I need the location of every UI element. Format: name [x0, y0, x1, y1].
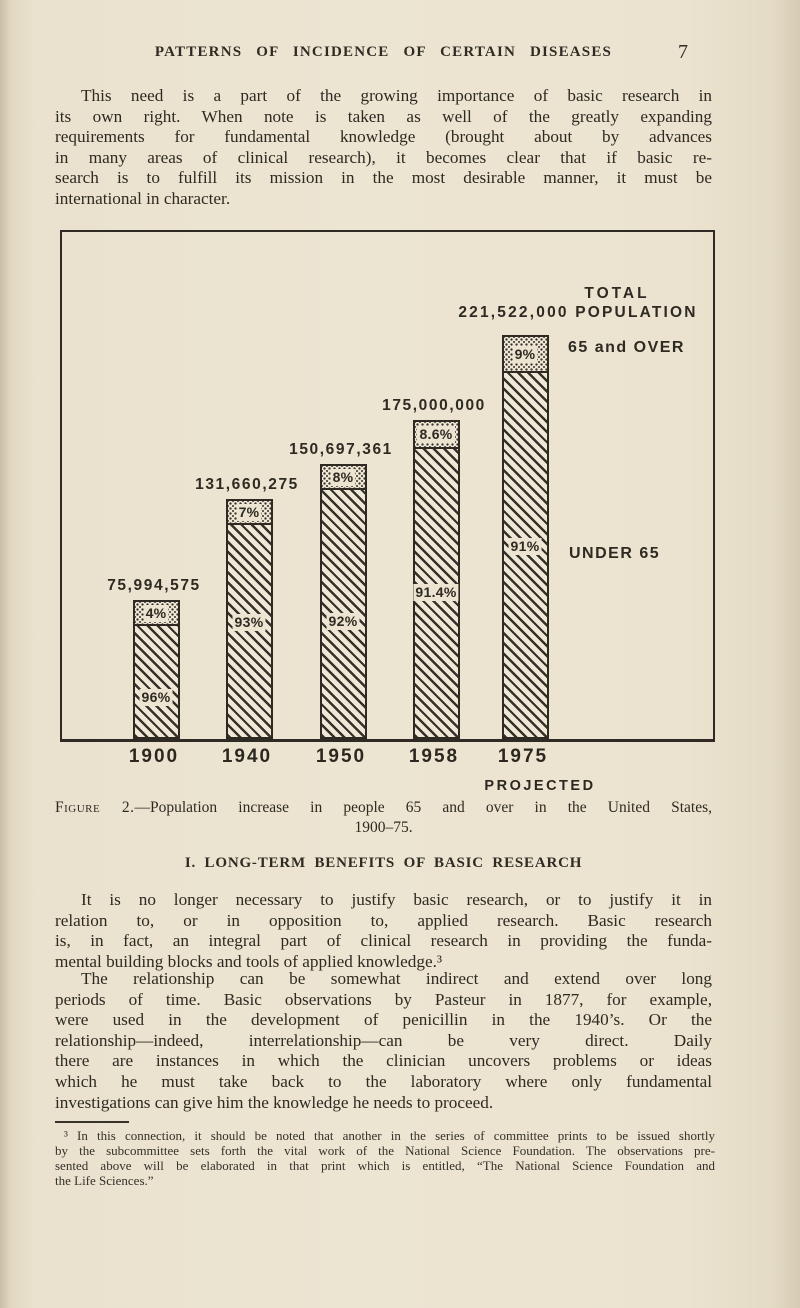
x-axis-label-1950: 1950: [315, 746, 367, 767]
bar-1940: 7% 93%: [225, 499, 273, 739]
figure-caption-text: —Population increase in people 65 and ov…: [134, 799, 713, 816]
bar-1950: 8% 92%: [319, 464, 367, 739]
running-head: PATTERNS OF INCIDENCE OF CERTAIN DISEASE…: [55, 41, 712, 64]
projected-label: PROJECTED: [484, 778, 596, 794]
pct-label-65-over: 4%: [143, 604, 169, 622]
legend-under-65: UNDER 65: [569, 545, 661, 562]
text-line: is, in fact, an integral part of clinica…: [55, 931, 712, 951]
figure-caption-line1: Figure 2.—Population increase in people …: [55, 799, 712, 817]
basic-research-paragraph-1: It is no longer necessary to justify bas…: [55, 890, 712, 972]
bar-segment-65-over: 4%: [134, 602, 178, 626]
page-title: PATTERNS OF INCIDENCE OF CERTAIN DISEASE…: [154, 44, 613, 60]
pct-label-under-65: 93%: [232, 614, 266, 631]
bar-segment-under-65: 93%: [227, 525, 271, 737]
basic-research-paragraph-2: The relationship can be somewhat indirec…: [55, 969, 712, 1113]
bar-segment-65-over: 8.6%: [414, 422, 458, 449]
bar-segment-under-65: 91.4%: [413, 449, 459, 737]
chart-total-label-line2: 221,522,000 POPULATION: [458, 304, 698, 321]
figure-caption-line2: 1900–75.: [354, 819, 413, 836]
text-line: investigations can give him the knowledg…: [55, 1092, 494, 1112]
bar-total-label-1900: 75,994,575: [107, 577, 201, 594]
text-line: were used in the development of penicill…: [55, 1010, 712, 1030]
text-line: there are instances in which the clinici…: [55, 1051, 712, 1071]
text-line: relation to, or in opposition to, applie…: [55, 910, 712, 930]
text-line: It is no longer necessary to justify bas…: [81, 890, 712, 909]
text-line: This need is a part of the growing impor…: [81, 86, 712, 105]
bar-1975: 9% 91%: [501, 335, 549, 739]
page-number: 7: [678, 41, 688, 63]
section-heading: I. LONG-TERM BENEFITS OF BASIC RESEARCH: [184, 855, 583, 871]
x-axis-label-1975: 1975: [497, 746, 549, 767]
text-line: periods of time. Basic observations by P…: [55, 989, 712, 1009]
footnote-rule: [55, 1121, 129, 1123]
bar-segment-under-65: 91%: [503, 373, 547, 737]
text-line: in many areas of clinical research), it …: [55, 147, 712, 167]
text-line: relationship—indeed, interrelationship—c…: [55, 1030, 712, 1050]
bar-1958: 8.6% 91.4%: [412, 420, 460, 739]
bar-segment-under-65: 96%: [134, 626, 178, 737]
text-line: international in character.: [55, 188, 231, 208]
text-line: the Life Sciences.”: [55, 1172, 154, 1188]
bar-segment-under-65: 92%: [321, 490, 365, 737]
bar-segment-65-over: 8%: [321, 466, 365, 490]
text-line: its own right. When note is taken as wel…: [55, 106, 712, 126]
text-line: mental building blocks and tools of appl…: [55, 951, 443, 971]
pct-label-under-65: 91.4%: [413, 584, 459, 601]
bar-segment-65-over: 9%: [503, 337, 547, 373]
footnote: ³ In this connection, it should be noted…: [55, 1128, 715, 1189]
text-line: search is to fulfill its mission in the …: [55, 168, 712, 188]
pct-label-65-over: 8.6%: [417, 426, 455, 443]
chart-total-label-line1: TOTAL: [584, 285, 650, 302]
text-line: sented above will be elaborated in that …: [55, 1157, 715, 1173]
text-line: requirements for fundamental knowledge (…: [55, 127, 712, 147]
bar-total-label-1940: 131,660,275: [195, 476, 299, 493]
pct-label-under-65: 96%: [139, 689, 173, 706]
bar-1900: 4% 96%: [132, 600, 180, 739]
x-axis-label-1900: 1900: [128, 746, 180, 767]
figure-caption: Figure 2.—Population increase in people …: [55, 799, 712, 837]
pct-label-65-over: 9%: [512, 345, 538, 363]
x-axis-label-1940: 1940: [221, 746, 273, 767]
pct-label-under-65: 91%: [508, 538, 542, 555]
pct-label-65-over: 8%: [330, 468, 356, 486]
text-line: by the subcommittee sets forth the vital…: [55, 1142, 715, 1158]
legend-65-and-over: 65 and OVER: [568, 339, 685, 356]
pct-label-under-65: 92%: [326, 613, 360, 630]
bar-segment-65-over: 7%: [227, 501, 271, 525]
text-line: ³ In this connection, it should be noted…: [64, 1128, 715, 1143]
figure-2-population-chart: TOTAL 221,522,000 POPULATION 65 and OVER…: [60, 230, 715, 742]
x-axis-label-1958: 1958: [408, 746, 460, 767]
pct-label-65-over: 7%: [236, 503, 262, 521]
bar-total-label-1950: 150,697,361: [289, 441, 393, 458]
bar-total-label-1958: 175,000,000: [382, 397, 486, 414]
text-line: which he must take back to the laborator…: [55, 1071, 712, 1091]
text-line: The relationship can be somewhat indirec…: [81, 969, 712, 988]
figure-caption-label: Figure 2.: [55, 799, 135, 816]
intro-paragraph: This need is a part of the growing impor…: [55, 86, 712, 210]
